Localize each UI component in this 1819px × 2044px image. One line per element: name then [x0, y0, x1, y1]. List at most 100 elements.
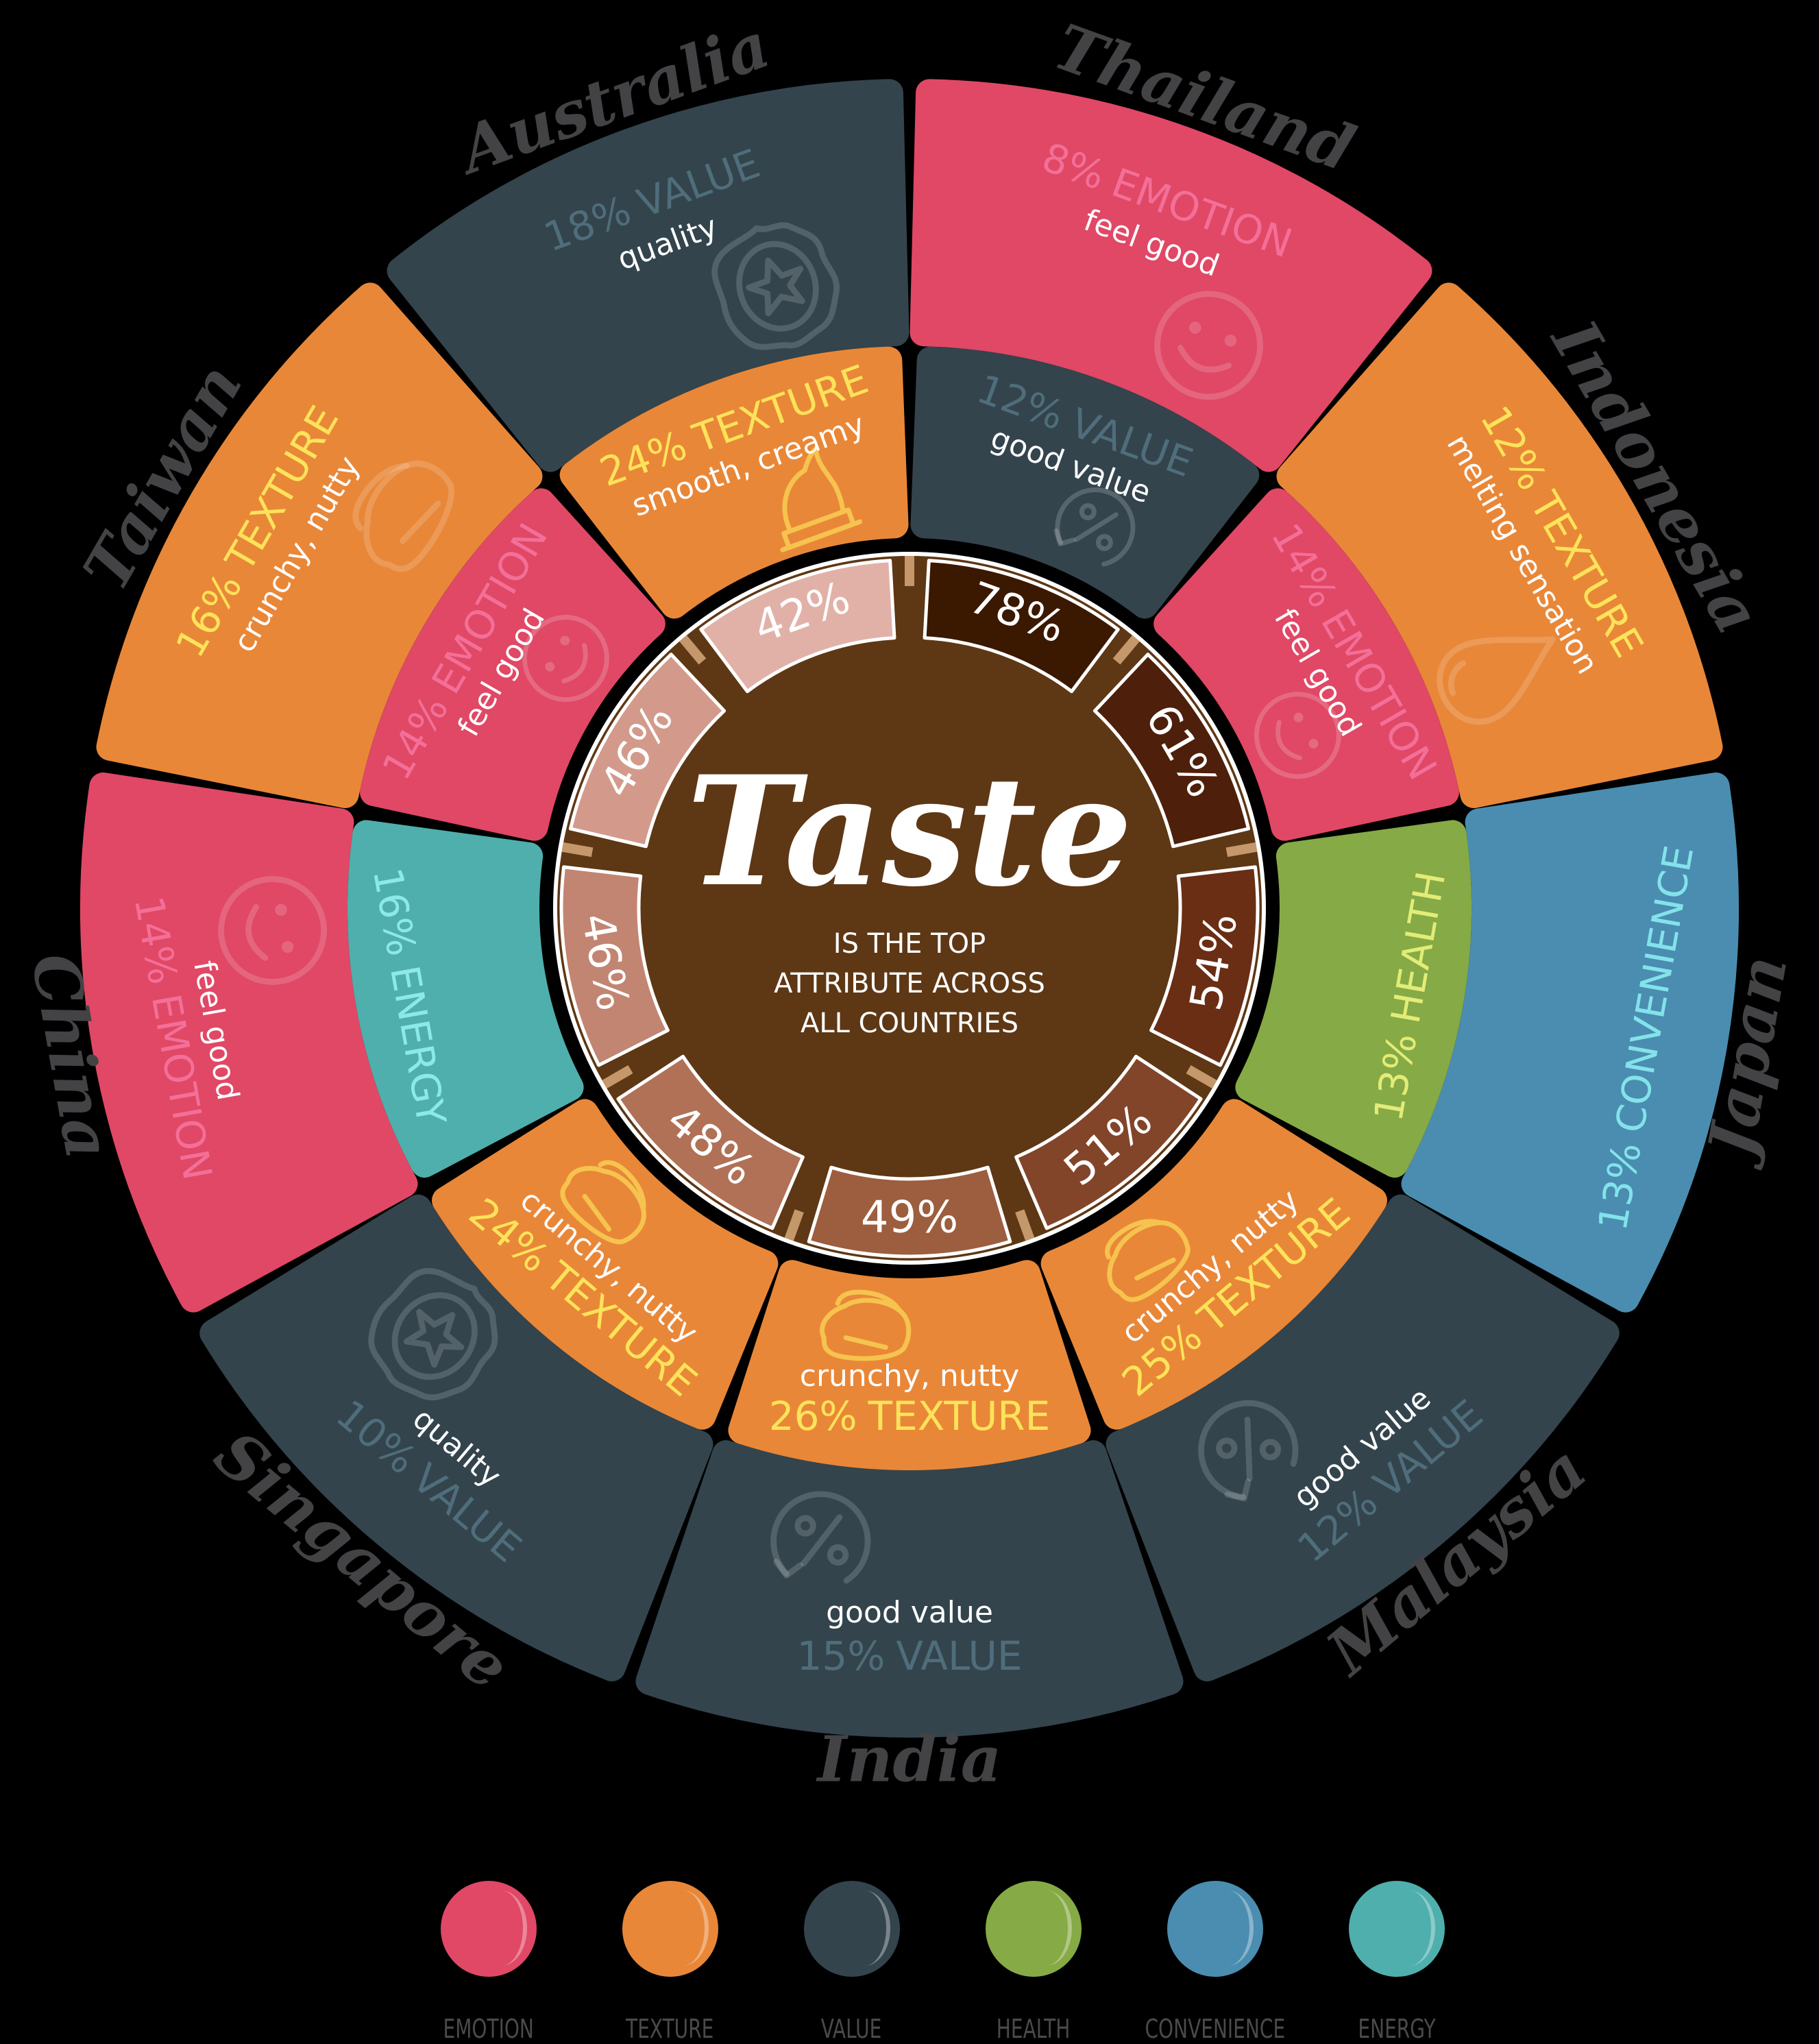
droplet-icon: [1437, 636, 1556, 725]
middle-segment-shape-australia: [559, 346, 909, 619]
bread-icon: [352, 461, 454, 572]
taste-segment-shape-india: [807, 1165, 1012, 1258]
legend-item-energy: ENERGY: [1306, 1881, 1487, 2044]
taste-divider: [784, 1209, 804, 1241]
legend-swatch-emotion: [440, 1881, 537, 1977]
legend-item-texture: TEXTURE: [579, 1881, 761, 2044]
outer-segment-shape-india: [635, 1440, 1184, 1738]
legend-item-emotion: EMOTION: [398, 1881, 579, 2044]
legend-item-convenience: CONVENIENCE: [1124, 1881, 1306, 2044]
outer-segment-shape-indonesia: [1276, 282, 1723, 808]
center-subtitle-line-1: IS THE TOP: [833, 928, 986, 960]
outer-pct-value-india: 15%: [796, 1633, 885, 1679]
legend-label-texture: TEXTURE: [626, 2014, 714, 2044]
taste-segment-china: 46%: [559, 865, 670, 1089]
taste-pct-india: 49%: [861, 1193, 958, 1243]
outer-segment-shape-thailand: [910, 79, 1432, 472]
middle-segment-shape-indonesia: [1153, 488, 1459, 841]
smiley-icon: [1254, 692, 1341, 779]
center-title: Taste: [687, 742, 1133, 920]
middle-desc-india: crunchy, nutty: [800, 1359, 1019, 1394]
legend-label-health: HEALTH: [996, 2014, 1071, 2044]
legend-label-emotion: EMOTION: [443, 2014, 534, 2044]
taste-segment-shape-singapore: [616, 1054, 805, 1230]
smiley-icon: [1154, 291, 1263, 400]
quality-seal-icon: [711, 222, 840, 350]
legend: EMOTION TEXTURE VALUE HEALTH CONVENIENCE ENER…: [0, 1851, 1819, 2044]
outer-segment-shape-japan: [1401, 772, 1739, 1313]
taste-segment-shape-taiwan: [568, 653, 727, 849]
outer-segment-shape-malaysia: [1106, 1194, 1620, 1681]
taste-segment-shape-japan: [1149, 865, 1260, 1067]
legend-swatch-energy: [1348, 1881, 1445, 1977]
legend-label-energy: ENERGY: [1357, 2014, 1436, 2044]
bread-icon: [820, 1289, 912, 1361]
taste-segment-india: 49%: [807, 1165, 1035, 1258]
percent-cycle-icon: [1198, 1400, 1299, 1502]
taste-segment-japan: 54%: [1149, 842, 1260, 1067]
taste-segment-shape-china: [559, 865, 670, 1067]
taste-divider: [1112, 635, 1140, 665]
outer-segment-shape-taiwan: [96, 282, 543, 808]
middle-pct-value-india: 26%: [769, 1393, 857, 1439]
legend-item-value: VALUE: [761, 1881, 942, 2044]
legend-label-value: VALUE: [821, 2014, 882, 2044]
outer-segment-shape-china: [80, 772, 418, 1313]
taste-center-disc: [553, 552, 1266, 1265]
percent-cycle-icon: [770, 1491, 871, 1584]
quality-seal-icon: [368, 1268, 498, 1401]
outer-segment-shape-australia: [387, 79, 910, 472]
taste-segment-shape-thailand: [923, 559, 1120, 694]
taste-divider: [561, 842, 594, 857]
taste-disc-fill: [557, 556, 1262, 1261]
percent-cycle-icon: [1053, 487, 1136, 567]
taste-segment-taiwan: 46%: [561, 653, 727, 857]
legend-row: EMOTION TEXTURE VALUE HEALTH CONVENIENCE ENER…: [398, 1881, 1487, 2044]
middle-segment-shape-malaysia: [1040, 1099, 1387, 1430]
taste-segment-shape-indonesia: [1092, 653, 1251, 849]
center-headline: Taste IS THE TOP ATTRIBUTE ACROSS ALL CO…: [687, 742, 1133, 1039]
taste-divider: [602, 1064, 633, 1089]
smiley-icon: [218, 876, 327, 985]
middle-pct-india: 26% TEXTURE: [769, 1393, 1051, 1439]
middle-segment-shape-taiwan: [360, 488, 666, 841]
taste-segment-shape-malaysia: [1014, 1054, 1203, 1230]
legend-swatch-convenience: [1167, 1881, 1263, 1977]
bread-icon: [560, 1160, 646, 1245]
taste-divider: [1015, 1209, 1035, 1241]
middle-segment-japan: 13%HEALTH: [1235, 820, 1472, 1178]
outer-pct-india: 15% VALUE: [796, 1633, 1022, 1679]
taste-divider: [1225, 842, 1258, 857]
middle-segment-shape-singapore: [432, 1099, 779, 1430]
middle-segment-shape-japan: [1235, 820, 1472, 1178]
middle-segment-shape-china: [347, 820, 584, 1178]
outer-attr-india: VALUE: [896, 1633, 1022, 1679]
legend-label-convenience: CONVENIENCE: [1145, 2014, 1285, 2044]
taste-segment-malaysia: 51%: [1014, 1054, 1217, 1230]
taste-divider: [679, 635, 707, 665]
smiley-icon: [522, 615, 609, 703]
outer-segment-shape-singapore: [199, 1194, 713, 1681]
legend-swatch-texture: [622, 1881, 718, 1977]
legend-swatch-value: [803, 1881, 900, 1977]
legend-swatch-health: [985, 1881, 1082, 1977]
middle-attr-india: TEXTURE: [868, 1393, 1051, 1439]
legend-item-health: HEALTH: [942, 1881, 1124, 2044]
outer-desc-india: good value: [826, 1595, 993, 1630]
middle-segment-china: 16%ENERGY: [347, 820, 584, 1178]
taste-segment-shape-australia: [699, 559, 896, 694]
